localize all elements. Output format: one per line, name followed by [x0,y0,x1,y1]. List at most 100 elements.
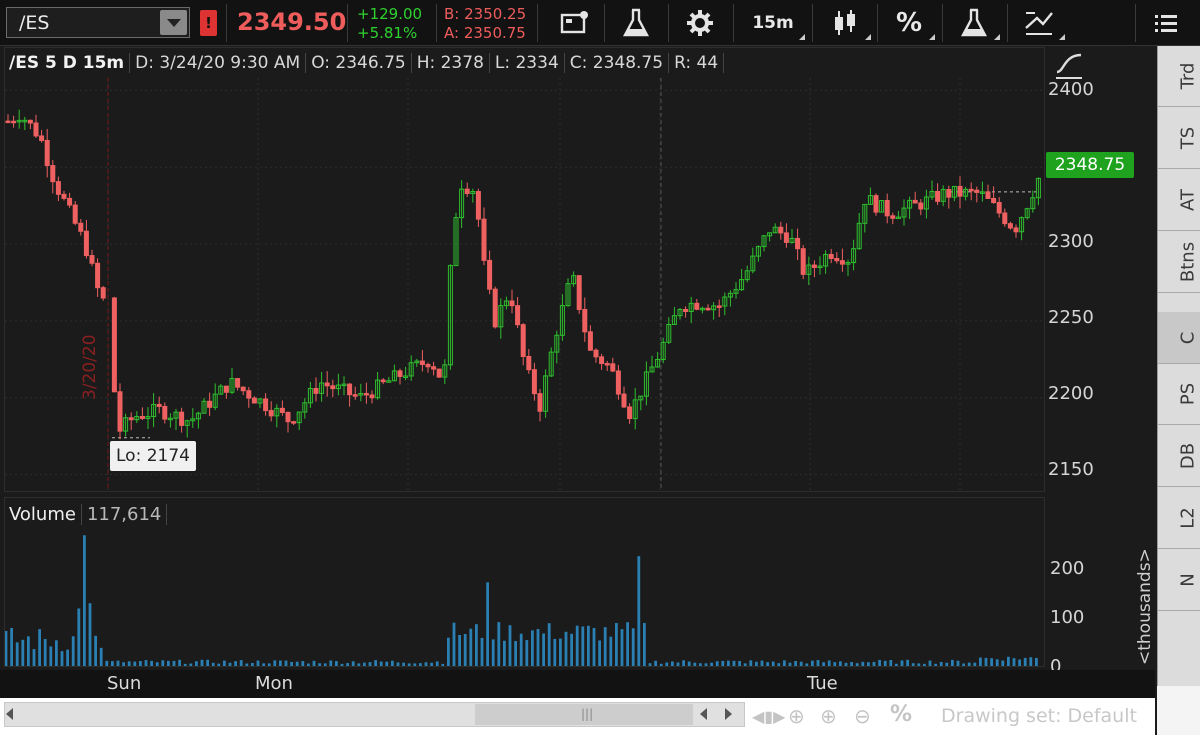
volume-bar [855,663,859,666]
bar-open: O: 2346.75 [306,53,412,73]
volume-bar [755,661,758,666]
volume-bar [116,660,120,666]
net-change: +129.00 [357,5,423,23]
volume-bar [850,662,853,666]
volume-bar [475,624,478,666]
candlestick-icon[interactable] [816,3,874,43]
volume-bar [15,642,19,666]
volume-bar [195,661,198,666]
candle-body [375,379,381,399]
volume-bar [615,622,618,666]
candle-body [201,400,207,414]
volume-bar [10,627,13,666]
candle-body [151,403,157,418]
volume-bar [413,663,417,666]
candle-body [554,334,560,353]
candle-body [447,265,453,366]
studies-flask-icon[interactable] [945,3,1003,43]
right-sidebar: Trd TS AT Btns C PS DB L2 N [1157,46,1200,686]
ask-price: A: 2350.75 [444,24,526,42]
zoom-out-icon[interactable]: ⊖ [854,704,871,728]
candle-body [587,331,593,351]
candle-body [22,119,28,123]
scroll-next-icon[interactable] [725,708,732,720]
scroll-left-icon[interactable] [6,708,13,720]
volume-bar [687,661,691,666]
candle-body [134,416,140,421]
volume-bar [732,660,736,666]
percent-change: +5.81% [357,24,418,42]
last-price: 2349.50 [237,8,347,36]
volume-bar [435,661,439,666]
candle-body [341,383,347,387]
volume-bar [911,663,915,666]
drawing-icon[interactable] [1010,3,1068,43]
candle-body [683,308,689,313]
menu-icon[interactable] [1140,3,1192,43]
chart-style-icon[interactable] [1054,50,1084,80]
sidebar-footer [1157,686,1200,735]
candle-body [184,420,190,426]
crosshair-icon[interactable]: ⊕ [788,704,805,728]
scrollbar-thumb[interactable] [475,704,693,725]
candle-body [218,385,224,395]
chevron-down-icon[interactable] [160,10,187,35]
symbol-selector[interactable]: /ES [6,7,190,38]
flask-icon[interactable] [610,3,662,43]
bar-date: D: 3/24/20 9:30 AM [130,53,307,73]
bar-close: C: 2348.75 [565,53,670,73]
gear-icon[interactable] [674,3,726,43]
candle-body [839,260,845,265]
tab-ts[interactable]: TS [1158,108,1200,169]
volume-bar [391,660,394,666]
candlestick-series [5,109,1041,440]
volume-bar [699,663,702,666]
candle-body [223,385,229,393]
candle-body [851,248,857,264]
volume-bar [183,663,187,666]
zoom-in-icon[interactable]: ⊕ [820,704,837,728]
candle-body [268,410,274,417]
volume-bar [587,625,590,666]
candle-body [559,305,565,336]
volume-bar [900,660,904,666]
tab-btns[interactable]: Btns [1158,232,1200,293]
candle-body [358,392,364,396]
tab-l2[interactable]: L2 [1158,488,1200,549]
percent-scale-icon[interactable]: % [890,702,913,727]
tab-n[interactable]: N [1158,550,1200,611]
expand-icon[interactable]: ◀▮▶ [752,707,786,726]
horizontal-scrollbar[interactable]: ||| [4,702,745,727]
candle-body [632,399,638,420]
volume-panel[interactable] [4,497,1045,667]
volume-bar [917,663,921,666]
volume-bar [312,660,316,666]
tab-db[interactable]: DB [1158,426,1200,487]
candle-body [330,385,336,390]
volume-bar [189,663,193,666]
candle-body [89,255,95,264]
scroll-prev-icon[interactable] [700,708,707,720]
candle-body [386,380,392,383]
tab-trd[interactable]: Trd [1158,46,1200,107]
volume-bar [878,659,881,666]
volume-bar [335,661,338,666]
volume-bar [626,622,629,666]
quote-card-icon[interactable] [548,3,600,43]
tab-at[interactable]: AT [1158,170,1200,231]
tab-c[interactable]: C [1158,312,1200,364]
percent-icon[interactable]: % [880,3,938,43]
candle-body [481,218,487,261]
candle-body [442,364,448,378]
tab-label: Btns [1177,241,1199,283]
candle-body [503,300,509,307]
symbol-text: /ES [19,12,50,34]
alert-badge[interactable]: ! [200,10,217,36]
volume-bar [441,663,445,666]
tab-ps[interactable]: PS [1158,364,1200,425]
drawing-set-label[interactable]: Drawing set: Default [941,705,1137,727]
timeframe-button[interactable]: 15m [738,3,808,43]
candle-body [16,119,22,123]
volume-bar [631,628,635,666]
